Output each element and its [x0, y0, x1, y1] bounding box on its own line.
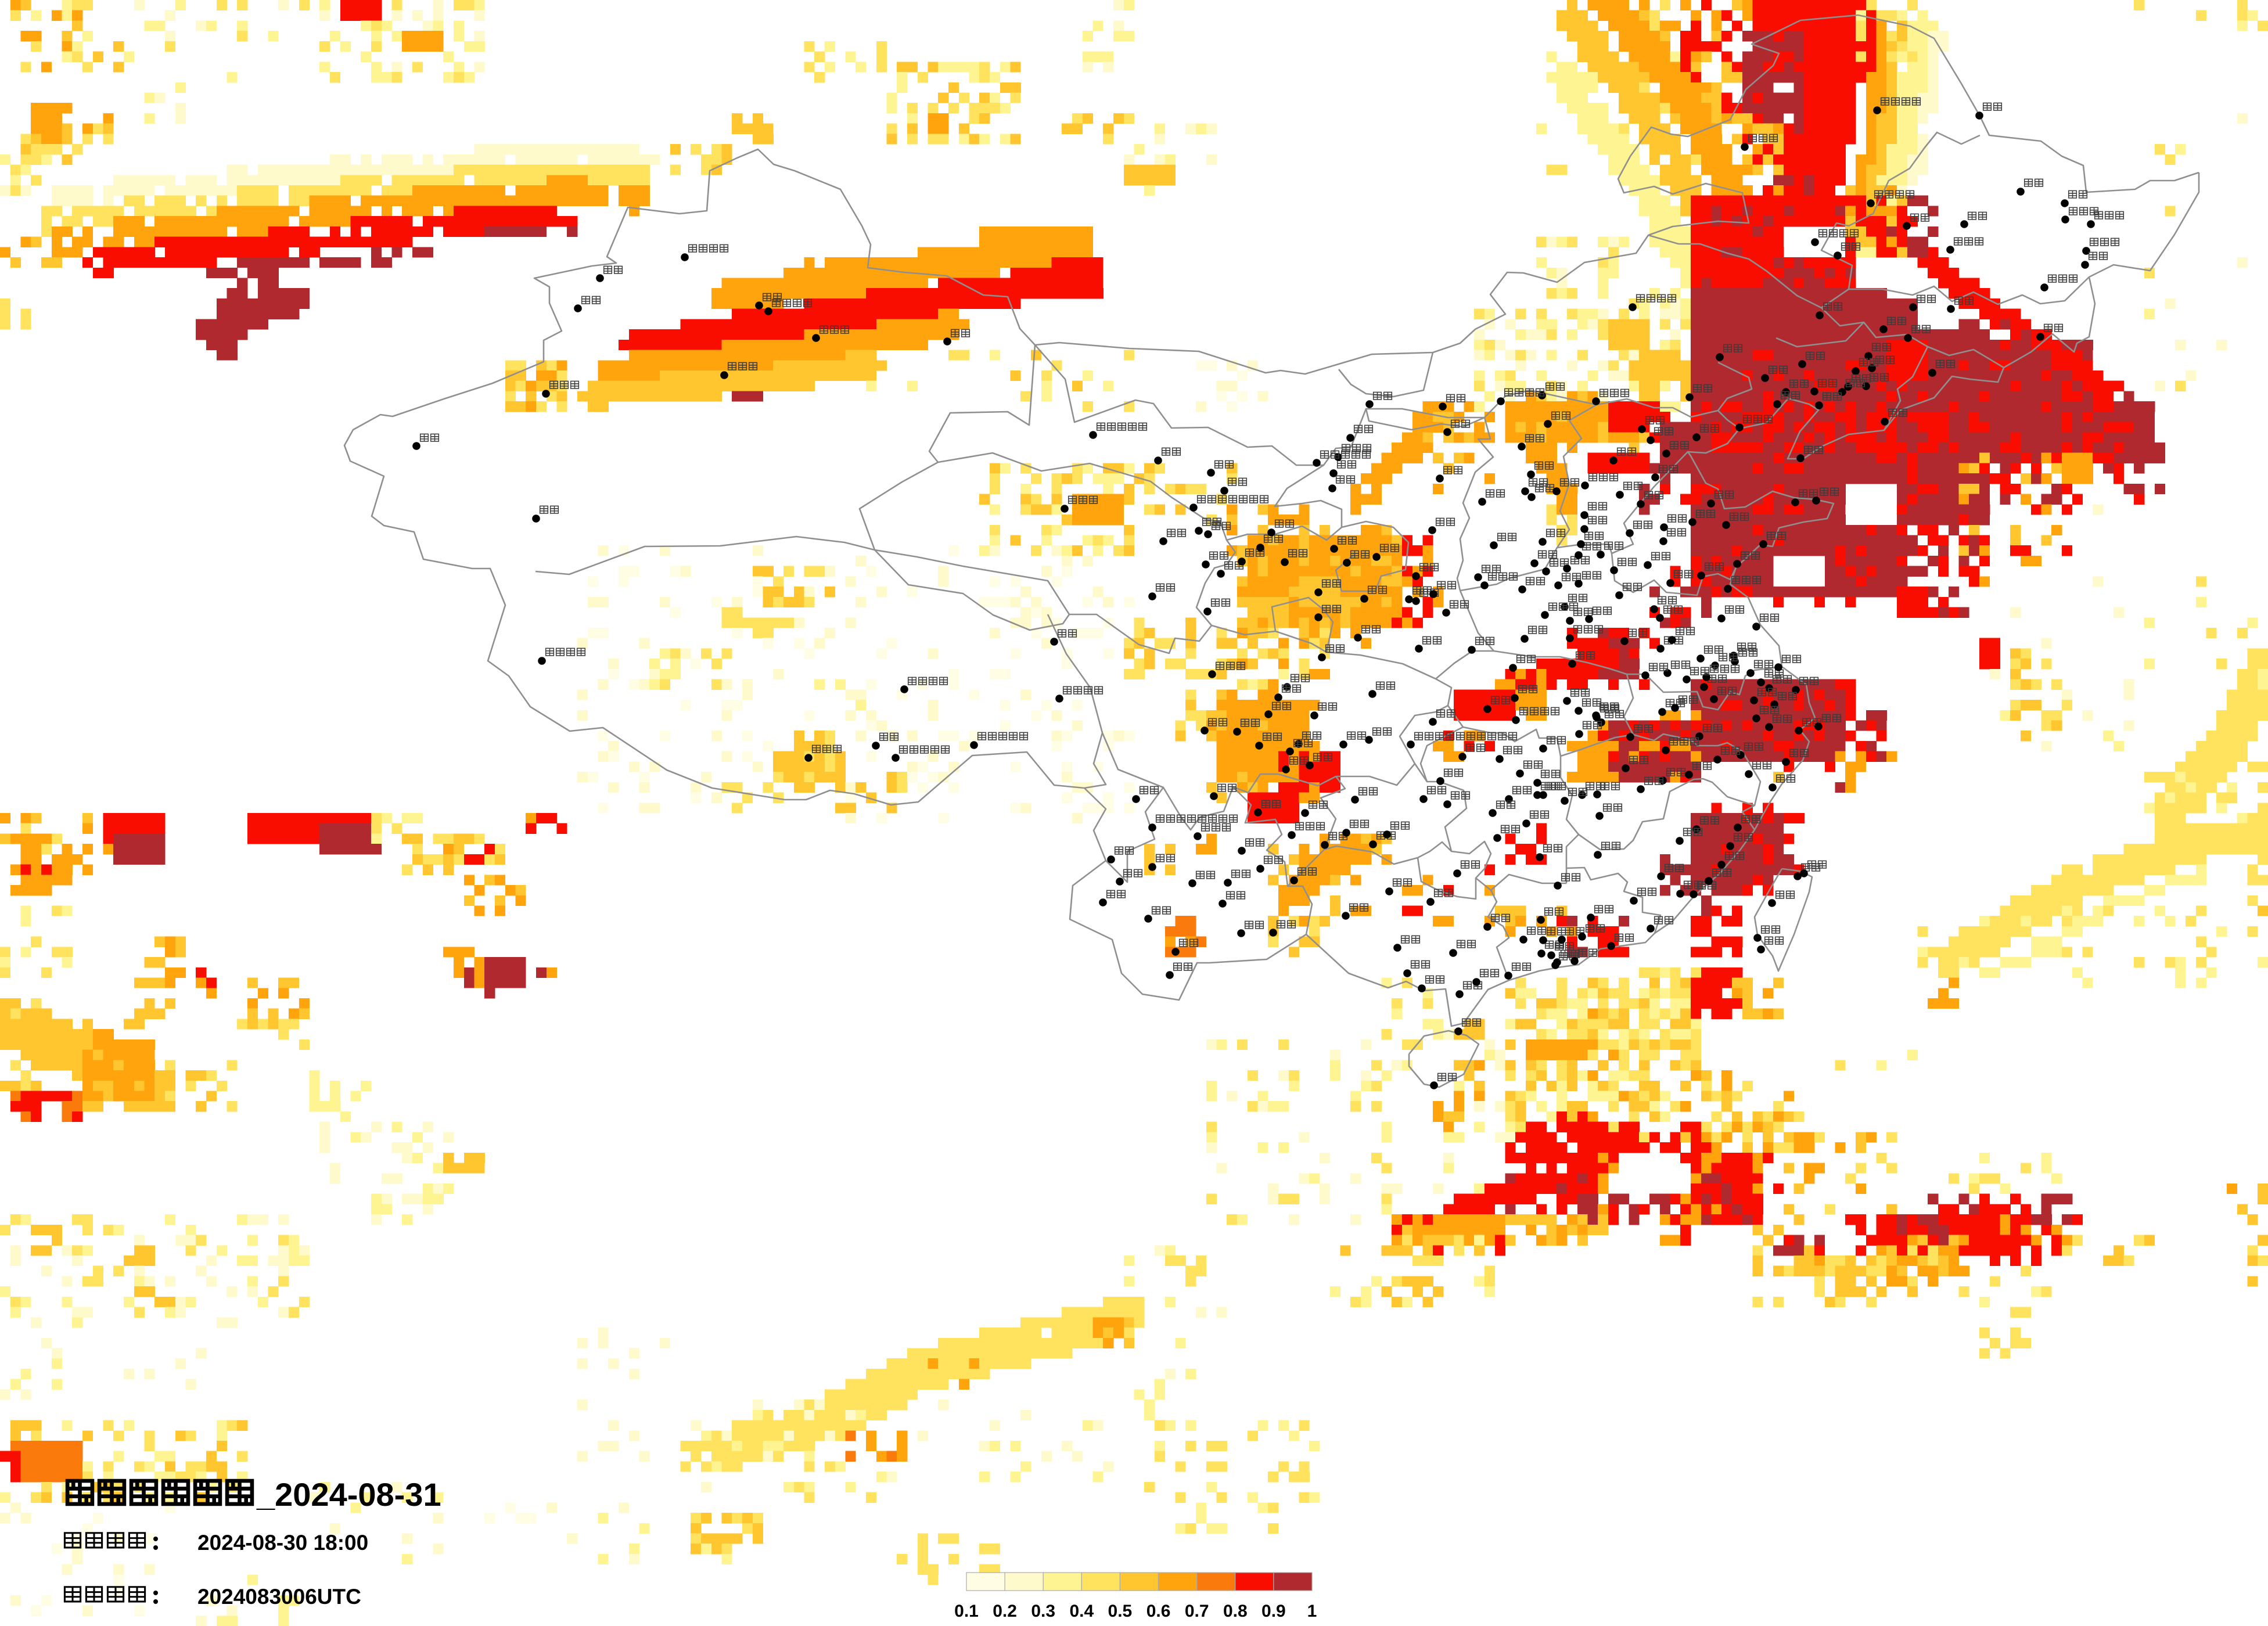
- svg-text:0.1: 0.1: [954, 1602, 979, 1621]
- svg-text:0.4: 0.4: [1069, 1602, 1094, 1621]
- svg-text:0.2: 0.2: [993, 1602, 1017, 1621]
- svg-text:0.3: 0.3: [1031, 1602, 1055, 1621]
- svg-text:0.5: 0.5: [1108, 1602, 1133, 1621]
- svg-text:0.7: 0.7: [1185, 1602, 1209, 1621]
- svg-text:_2024-08-31: _2024-08-31: [256, 1476, 441, 1513]
- svg-text:0.9: 0.9: [1261, 1602, 1286, 1621]
- svg-text:1: 1: [1307, 1602, 1317, 1621]
- svg-text:2024-08-30 18:00: 2024-08-30 18:00: [197, 1531, 368, 1555]
- svg-text:0.6: 0.6: [1146, 1602, 1171, 1621]
- svg-text:2024083006UTC: 2024083006UTC: [197, 1585, 361, 1609]
- svg-text:0.8: 0.8: [1223, 1602, 1248, 1621]
